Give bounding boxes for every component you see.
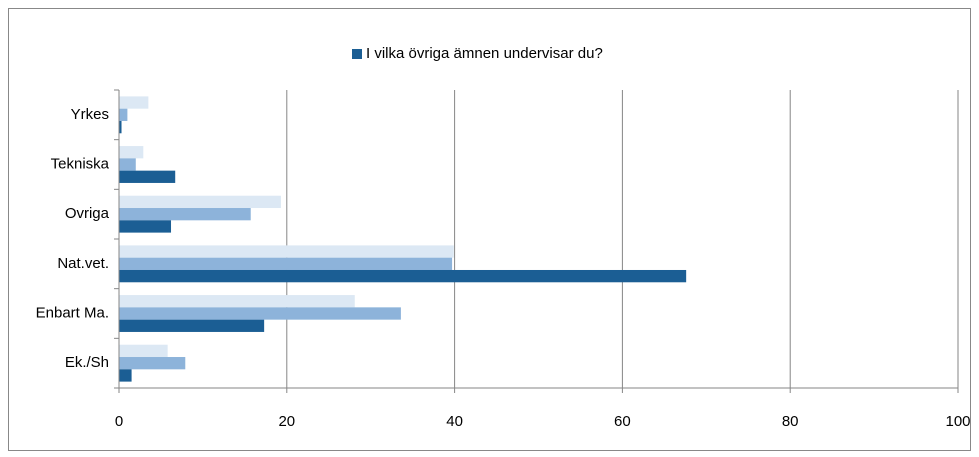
y-tick-label: Enbart Ma. xyxy=(36,304,109,321)
bar xyxy=(119,257,453,270)
bar xyxy=(119,369,132,382)
y-tick-label: Nat.vet. xyxy=(57,255,109,272)
bar xyxy=(119,108,128,121)
y-tick-label: Tekniska xyxy=(51,155,110,172)
bar xyxy=(119,220,172,233)
bar xyxy=(119,120,122,134)
y-tick-label: Ek./Sh xyxy=(65,354,109,371)
bar xyxy=(119,170,176,183)
bar xyxy=(119,269,687,283)
bar xyxy=(119,344,168,358)
bar xyxy=(119,208,251,221)
y-tick-label: Yrkes xyxy=(71,106,109,123)
x-tick-label: 80 xyxy=(782,413,799,430)
bar xyxy=(119,295,355,308)
x-tick-label: 60 xyxy=(614,413,631,430)
x-tick-label: 0 xyxy=(115,413,123,430)
bar xyxy=(119,245,454,258)
bar xyxy=(119,307,401,320)
y-tick-label: Ovriga xyxy=(65,205,110,222)
bar xyxy=(119,146,144,159)
legend-swatch xyxy=(352,49,362,59)
x-tick-label: 20 xyxy=(278,413,295,430)
x-tick-label: 40 xyxy=(446,413,463,430)
bar xyxy=(119,195,281,209)
bar xyxy=(119,319,265,332)
x-tick-label: 100 xyxy=(945,413,970,430)
bar xyxy=(119,357,186,370)
bar xyxy=(119,158,136,171)
bar xyxy=(119,96,149,109)
legend-label: I vilka övriga ämnen undervisar du? xyxy=(366,45,603,62)
